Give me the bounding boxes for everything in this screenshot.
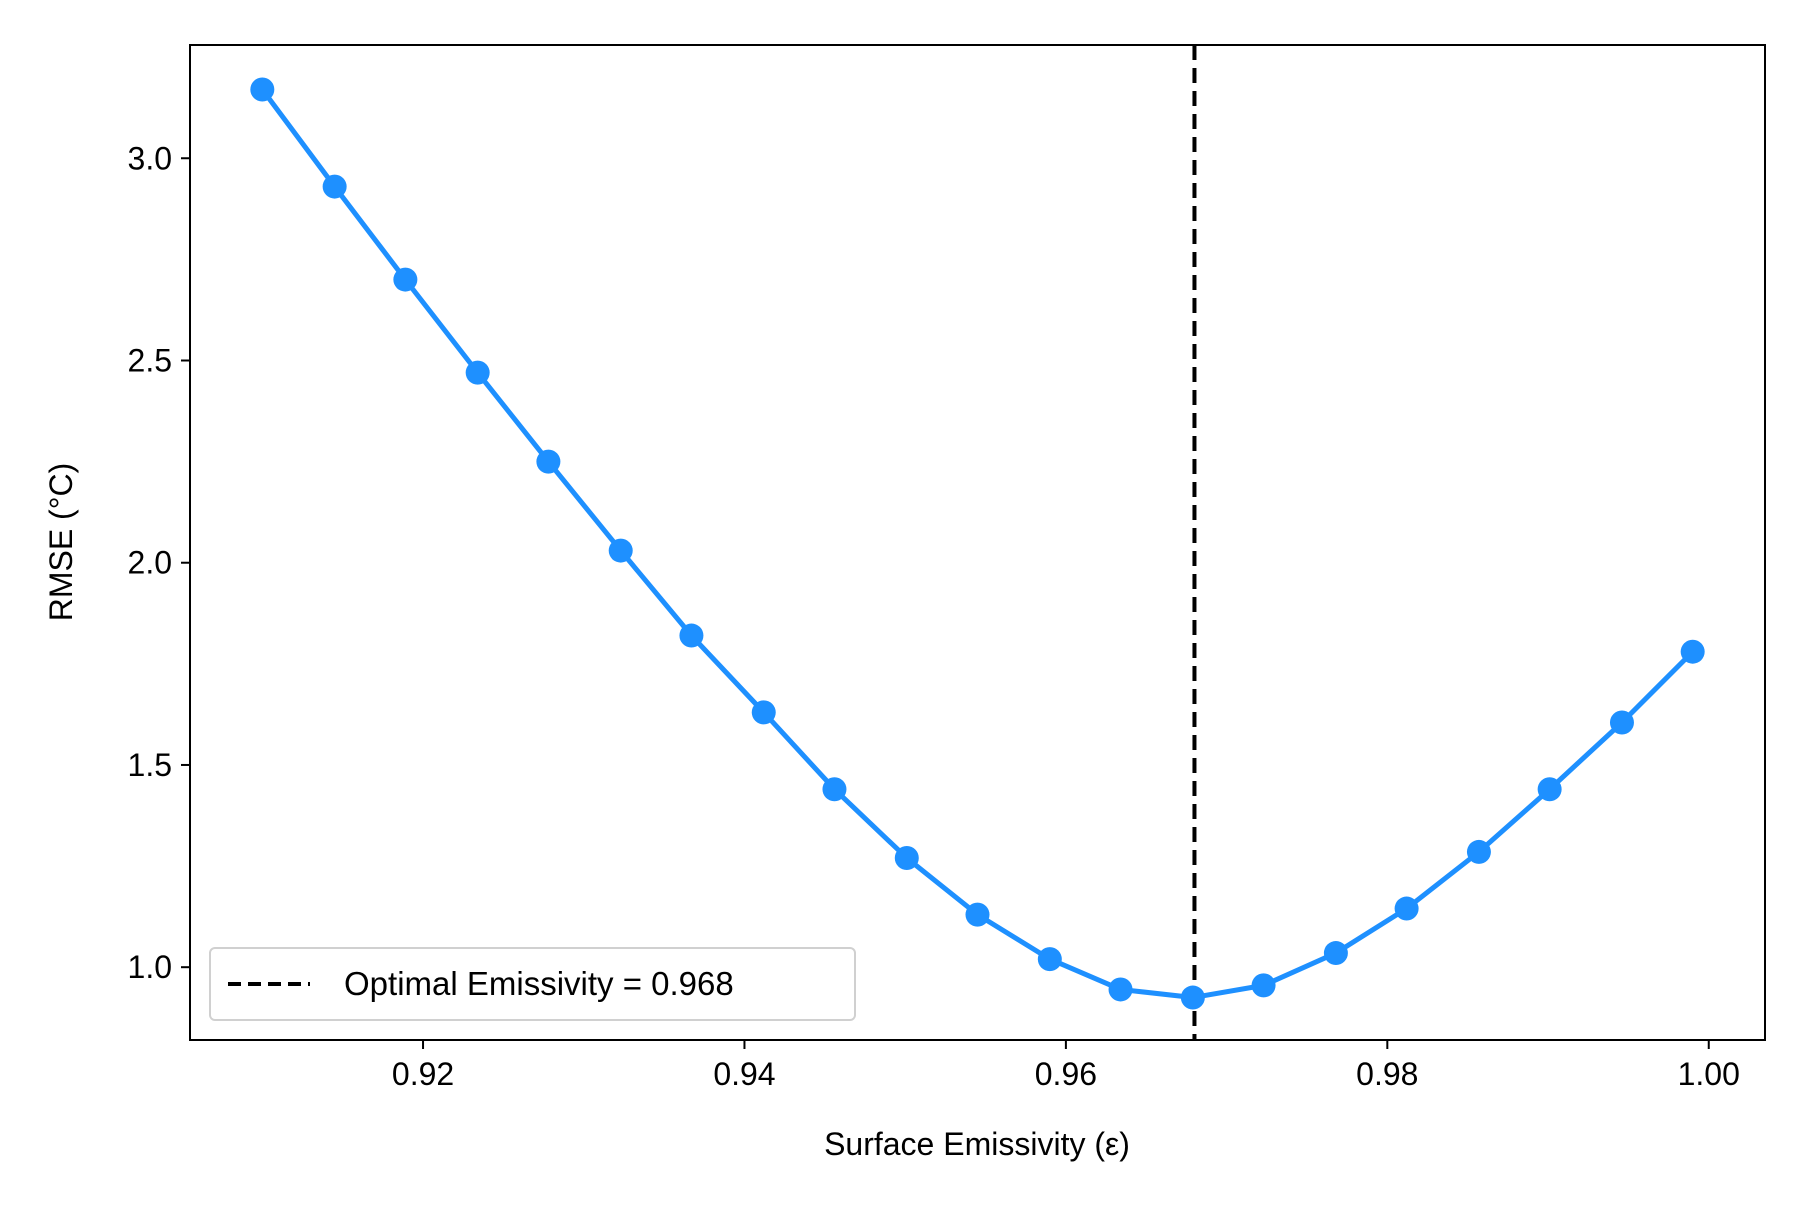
data-point [894,845,919,870]
y-tick-label: 2.5 [128,342,172,378]
y-axis-label: RMSE (°C) [43,463,79,622]
data-point [1037,947,1062,972]
legend: Optimal Emissivity = 0.968 [209,947,856,1021]
data-point [822,777,847,802]
data-point [322,174,347,199]
data-point [679,623,704,648]
y-tick-label: 1.0 [128,949,172,985]
y-axis-ticks: 1.0 1.5 2.0 2.5 3.0 [128,140,190,985]
data-point [608,538,633,563]
data-point [1680,639,1705,664]
data-point [1537,777,1562,802]
data-point [1251,973,1276,998]
x-axis-ticks: 0.92 0.94 0.96 0.98 1.00 [392,1040,1740,1092]
x-tick-label: 0.98 [1356,1056,1418,1092]
data-point [465,360,490,385]
data-point [536,449,561,474]
data-point [393,267,418,292]
plot-area-frame [189,44,1766,1041]
data-point [1394,896,1419,921]
x-tick-label: 1.00 [1678,1056,1740,1092]
y-tick-label: 1.5 [128,747,172,783]
y-tick-label: 2.0 [128,545,172,581]
data-point [1466,839,1491,864]
x-axis-label: Surface Emissivity (ε) [824,1126,1130,1162]
data-point [751,700,776,725]
legend-box [209,947,856,1021]
y-tick-label: 3.0 [128,140,172,176]
x-tick-label: 0.92 [392,1056,454,1092]
x-tick-label: 0.96 [1035,1056,1097,1092]
legend-label: Optimal Emissivity = 0.968 [344,965,734,1002]
series-layer [250,77,1705,1010]
data-point [1323,941,1348,966]
data-point [965,902,990,927]
data-point [1180,985,1205,1010]
data-point [1609,710,1634,735]
x-tick-label: 0.94 [713,1056,775,1092]
data-point [250,77,275,102]
data-point [1108,977,1133,1002]
